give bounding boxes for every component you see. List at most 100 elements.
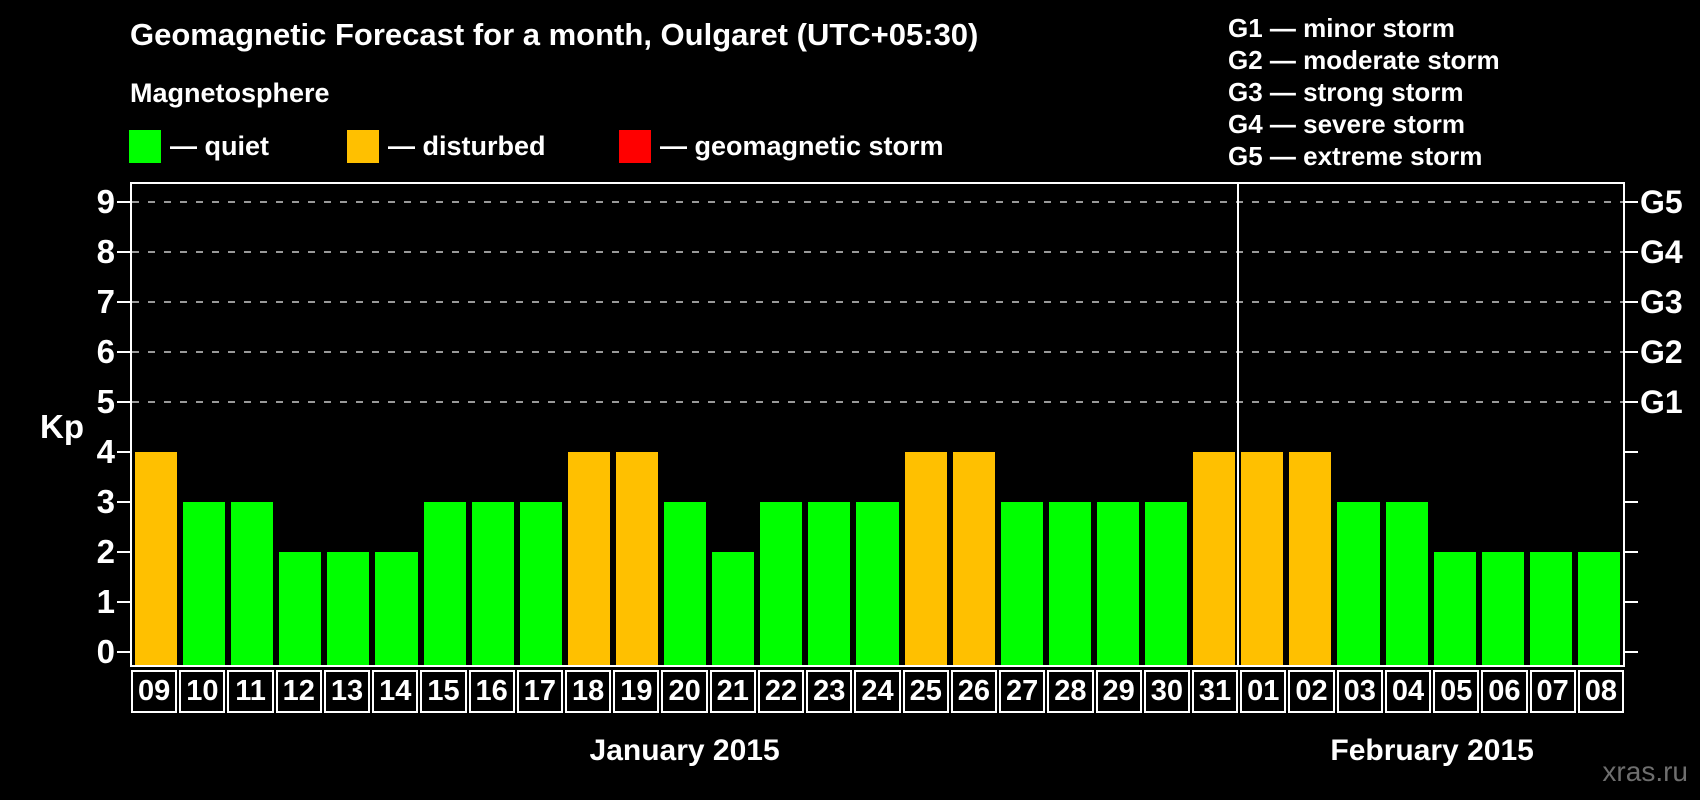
kp-bar-day-15 — [423, 502, 466, 665]
kp-bar-day-08 — [1577, 552, 1620, 665]
y-axis-tick — [117, 251, 130, 253]
day-label: 22 — [757, 670, 805, 713]
g-scale-legend-line: G1 — minor storm — [1228, 13, 1455, 43]
gridline-kp-5 — [132, 401, 1623, 403]
gridline-kp-9 — [132, 201, 1623, 203]
kp-bar-day-04 — [1385, 502, 1428, 665]
y-tick-label: 8 — [96, 233, 115, 270]
kp-bar-day-31 — [1193, 452, 1236, 665]
day-label: 04 — [1384, 670, 1432, 713]
watermark: xras.ru — [1602, 756, 1688, 787]
g-scale-legend: G1 — minor storm G2 — moderate storm G3 — … — [1228, 12, 1500, 172]
g-axis-tick — [1625, 501, 1638, 503]
g-level-label-g4: G4 — [1640, 234, 1683, 270]
y-tick-label: 5 — [96, 383, 115, 420]
y-tick-label: 2 — [96, 533, 115, 570]
kp-bar-day-25 — [904, 452, 947, 665]
gridline-kp-8 — [132, 251, 1623, 253]
month-label-february: February 2015 — [1330, 734, 1534, 767]
day-label: 08 — [1577, 670, 1624, 713]
y-axis-tick — [117, 201, 130, 203]
y-tick-label: 0 — [96, 633, 115, 670]
kp-bar-day-14 — [375, 552, 418, 665]
kp-bar-day-22 — [760, 502, 803, 665]
day-label: 05 — [1433, 670, 1480, 713]
y-tick-label: 7 — [96, 283, 115, 320]
g-scale-legend-line: G4 — severe storm — [1228, 109, 1466, 139]
y-tick-label: 6 — [96, 333, 115, 370]
g-level-label-g2: G2 — [1640, 334, 1683, 370]
day-label: 24 — [854, 670, 901, 713]
disturbed-swatch-icon — [347, 130, 379, 163]
day-label: 20 — [661, 670, 708, 713]
legend-item-quiet: — quiet — [129, 130, 269, 163]
legend-item-label: — disturbed — [388, 131, 546, 161]
y-axis-tick — [117, 551, 130, 553]
g-axis-tick — [1625, 201, 1638, 203]
kp-bar-day-19 — [615, 452, 659, 665]
y-axis-tick — [117, 301, 130, 303]
legend-item-storm: — geomagnetic storm — [619, 130, 944, 163]
day-label: 19 — [613, 670, 660, 713]
kp-bar-day-26 — [952, 452, 995, 665]
kp-bar-day-23 — [808, 502, 851, 665]
month-label-january: January 2015 — [589, 734, 780, 767]
day-label: 29 — [1095, 670, 1142, 713]
day-label: 21 — [709, 670, 756, 713]
kp-bar-day-11 — [231, 502, 274, 665]
month-separator-line — [1237, 184, 1240, 665]
day-label: 06 — [1481, 670, 1528, 713]
kp-bar-day-18 — [567, 452, 610, 665]
y-axis-tick — [117, 351, 130, 353]
kp-bar-day-12 — [279, 552, 322, 665]
kp-axis-label: Kp — [40, 408, 84, 445]
kp-bar-day-07 — [1529, 552, 1572, 665]
legend-item-label: — quiet — [170, 131, 269, 161]
kp-bar-day-09 — [135, 452, 178, 665]
day-label: 28 — [1047, 670, 1094, 713]
kp-bar-day-13 — [327, 552, 370, 665]
day-axis: 09 10 11 12 13 14 15 16 17 18 19 20 21 22 23 24 25 26 27 28… — [130, 670, 1625, 713]
gridline-kp-6 — [132, 351, 1623, 353]
day-label: 07 — [1529, 670, 1576, 713]
kp-bar-day-10 — [183, 502, 226, 665]
day-label: 11 — [227, 670, 274, 713]
day-label: 23 — [806, 670, 853, 713]
kp-bar-day-21 — [712, 552, 755, 665]
y-axis-tick — [117, 401, 130, 403]
y-tick-label: 1 — [96, 583, 115, 620]
day-label: 15 — [420, 670, 467, 713]
kp-bar-day-28 — [1048, 502, 1091, 665]
y-axis-tick — [117, 601, 130, 603]
kp-bar-day-17 — [519, 502, 562, 665]
y-tick-label: 3 — [96, 483, 115, 520]
day-label: 03 — [1336, 670, 1383, 713]
day-label: 02 — [1288, 670, 1335, 713]
kp-bar-day-27 — [1000, 502, 1043, 665]
legend-item-label: — geomagnetic storm — [660, 131, 944, 161]
kp-bar-day-20 — [664, 502, 707, 665]
gridline-kp-7 — [132, 301, 1623, 303]
legend-item-disturbed: — disturbed — [347, 130, 546, 163]
g-axis-tick — [1625, 551, 1638, 553]
day-label: 10 — [179, 670, 226, 713]
day-label: 25 — [902, 670, 949, 713]
plot-area — [130, 182, 1625, 667]
day-label: 31 — [1191, 670, 1239, 713]
g-axis-tick — [1625, 651, 1638, 653]
kp-bar-day-02 — [1289, 452, 1332, 665]
g-level-label-g1: G1 — [1640, 384, 1683, 420]
kp-bar-day-29 — [1096, 502, 1140, 665]
magnetosphere-label: Magnetosphere — [130, 78, 330, 108]
y-tick-label: 4 — [96, 433, 115, 470]
storm-swatch-icon — [619, 130, 651, 163]
g-scale-legend-line: G3 — strong storm — [1228, 77, 1464, 107]
g-axis-tick — [1625, 301, 1638, 303]
y-axis-tick — [117, 451, 130, 453]
g-axis-tick — [1625, 601, 1638, 603]
kp-bar-day-16 — [471, 502, 514, 665]
g-axis-tick — [1625, 251, 1638, 253]
g-level-label-g5: G5 — [1640, 184, 1683, 220]
kp-bar-day-06 — [1481, 552, 1524, 665]
